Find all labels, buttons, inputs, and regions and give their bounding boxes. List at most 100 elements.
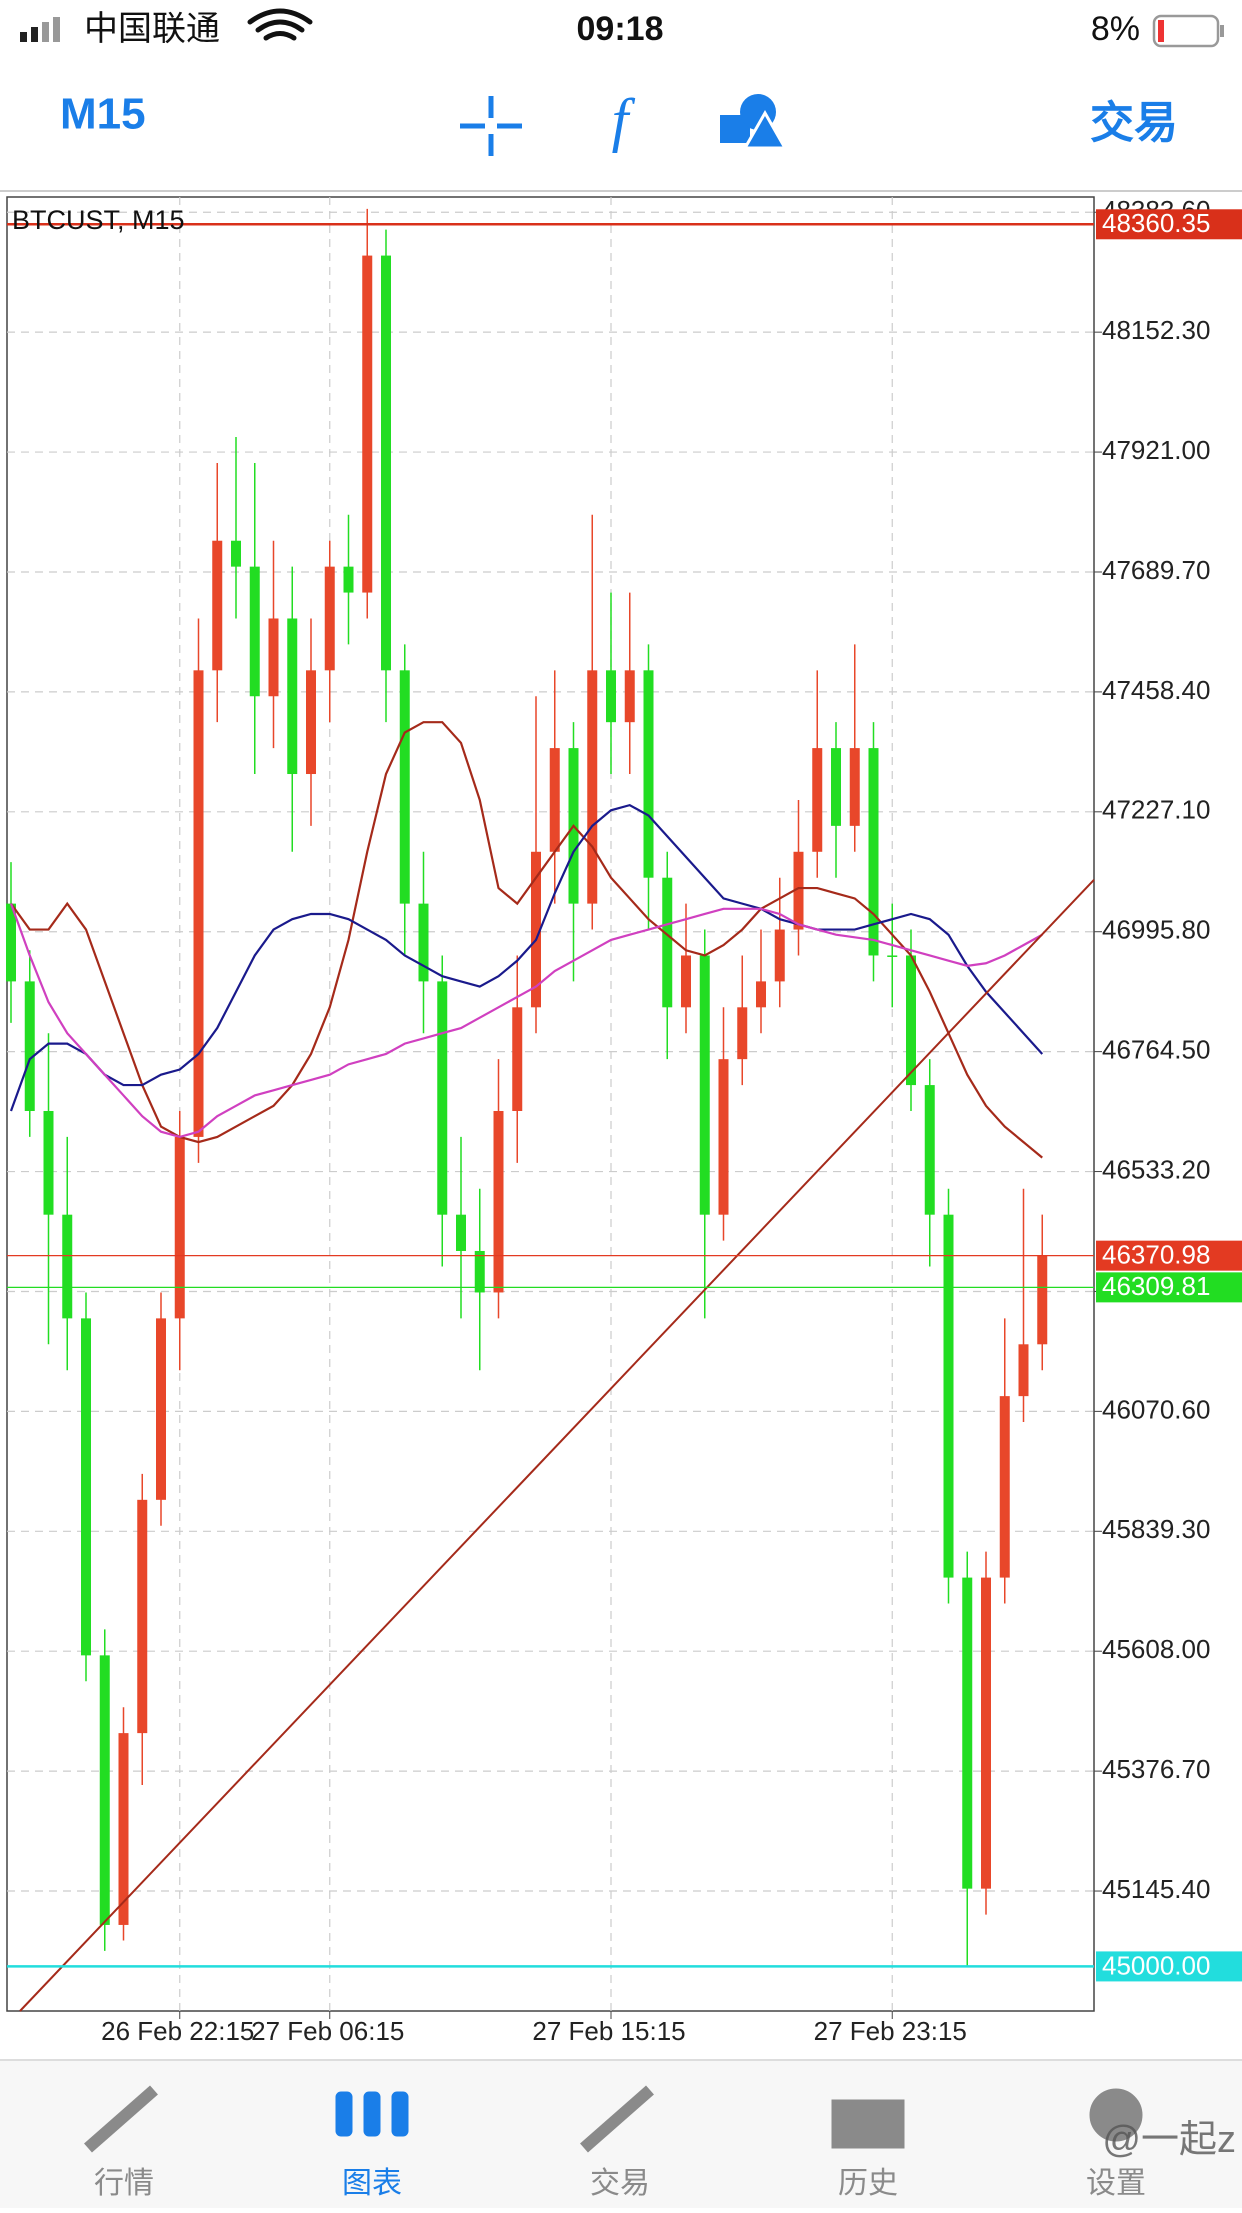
candle-body [306,670,316,775]
signal-icon [20,17,60,42]
candle-body [643,670,654,878]
candle-body [849,748,860,826]
candle-body [249,566,260,697]
tab-icon[interactable] [831,2099,905,2149]
chart: 48383.6048152.3047921.0047689.7047458.40… [6,195,1242,2046]
y-tick-label: 45608.00 [1102,1634,1210,1664]
candle-body [343,566,354,593]
candle-body [437,981,448,1215]
x-tick-label: 27 Feb 15:15 [532,2016,685,2046]
price-level-label: 45000.00 [1102,1950,1210,1980]
candle-body [24,981,35,1111]
candle-body [137,1499,148,1734]
carrier: 中国联通 [84,10,220,48]
tab-icon[interactable] [84,2085,158,2153]
candle-body [174,1136,185,1319]
candle-body [1018,1344,1029,1397]
battery-level: 8% [1091,10,1140,48]
price-level-box [1096,209,1242,240]
candle-body [962,1577,973,1889]
moving-average-line [10,721,1043,1159]
candle-body [456,1214,466,1251]
tab-label[interactable]: 图表 [342,2167,402,2200]
tab-bar [0,2060,1242,2208]
plot-frame [6,196,1095,2012]
wifi-icon [247,8,313,41]
y-tick-label: 47921.00 [1102,435,1210,465]
candle-body [999,1396,1010,1578]
y-tick-label: 45145.40 [1102,1874,1210,1904]
tab-label[interactable]: 交易 [590,2167,650,2200]
y-tick-label: 46070.60 [1102,1394,1210,1424]
y-tick-label: 47689.70 [1102,555,1210,585]
candle-body [943,1214,954,1578]
y-tick-label: 46533.20 [1102,1154,1210,1184]
candle-body [156,1318,166,1500]
candle-body [718,1059,729,1215]
candle-body [362,255,373,593]
candle-body [1037,1255,1048,1345]
candle-body [6,903,16,982]
y-tick-label: 45376.70 [1102,1754,1210,1784]
price-level-label: 48360.35 [1102,208,1210,238]
trend-line [19,879,1095,2012]
clock: 09:18 [577,10,664,48]
candle-body [268,618,279,697]
candle-body [324,566,335,671]
candle-body [81,1318,91,1656]
tabs: 行情 图表 交易 历史 设置 @一起z [84,2085,1236,2200]
candle-body [756,981,766,1008]
candle-body [399,670,410,904]
tab-icon[interactable] [580,2085,654,2153]
trade-button[interactable]: 交易 [1090,99,1178,148]
price-level-box [1096,1240,1242,1271]
objects-button[interactable] [720,94,788,150]
candle-body [681,955,691,1008]
x-tick-label: 27 Feb 06:15 [251,2016,404,2046]
candle-body [118,1733,129,1925]
candle-body [924,1085,935,1215]
candle-body [737,1007,748,1060]
candle-body [662,877,673,1008]
candle-body [212,540,223,671]
tab-icon[interactable] [1089,2088,1143,2142]
candle-body [512,1007,523,1111]
candle-body [193,670,204,1137]
tab-label[interactable]: 设置 [1086,2167,1146,2200]
candle-body [887,955,898,957]
candle-body [699,955,710,1215]
y-tick-label: 45839.30 [1102,1514,1210,1544]
y-tick-label: 47227.10 [1102,795,1210,825]
candle-body [981,1577,991,1889]
crosshair-button[interactable] [460,96,522,156]
candle-body [774,929,785,982]
candle-body [43,1110,54,1215]
candle-body [62,1214,73,1319]
candle-body [868,748,879,956]
tab-label[interactable]: 行情 [94,2167,154,2200]
y-tick-label: 46995.80 [1102,915,1210,945]
tab-label[interactable]: 历史 [838,2167,898,2200]
candle-body [99,1655,110,1925]
price-level-box [1096,1272,1242,1303]
tab-icon[interactable] [335,2091,409,2137]
candle-body [812,748,823,852]
watermark: @一起z [1102,2119,1236,2161]
battery-icon [1152,14,1224,48]
candle-body [624,670,635,723]
candle-body [587,670,598,904]
candle-body [906,955,916,1086]
candle-body [493,1110,504,1293]
candle-body [831,748,841,826]
candle-body [606,670,616,723]
moving-average-line [9,803,1044,1112]
price-level-label: 46370.98 [1102,1240,1210,1270]
moving-average-line [9,903,1043,1139]
timeframe-button[interactable]: M15 [60,90,146,139]
x-tick-label: 26 Feb 22:15 [101,2016,254,2046]
candle-body [531,851,541,1008]
candle-body [418,903,429,982]
